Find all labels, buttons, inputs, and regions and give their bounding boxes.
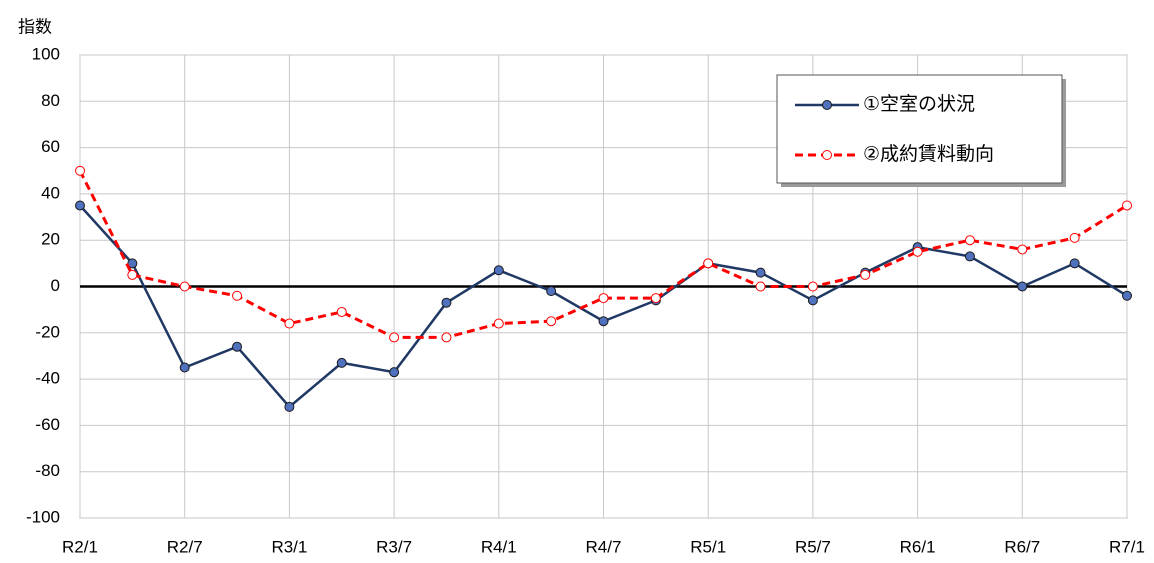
marker	[1069, 258, 1080, 269]
y-tick-label: 60	[41, 137, 60, 156]
y-tick-label: -40	[35, 369, 60, 388]
marker	[127, 269, 138, 280]
y-tick-label: -60	[35, 415, 60, 434]
marker	[179, 362, 190, 373]
y-tick-label: -100	[26, 507, 60, 526]
marker	[964, 251, 975, 262]
marker	[179, 281, 190, 292]
marker	[389, 332, 400, 343]
marker	[546, 286, 557, 297]
x-tick-label: R4/1	[481, 537, 517, 556]
marker	[755, 267, 766, 278]
x-tick-label: R7/1	[1109, 537, 1145, 556]
series-line	[78, 170, 1128, 339]
marker	[755, 281, 766, 292]
x-tick-label: R5/7	[795, 537, 831, 556]
x-tick-label: R2/7	[167, 537, 203, 556]
marker	[441, 332, 452, 343]
marker	[860, 269, 871, 280]
marker	[232, 341, 243, 352]
y-tick-label: 80	[41, 91, 60, 110]
marker	[546, 316, 557, 327]
legend-label: ②成約賃料動向	[863, 143, 994, 165]
x-tick-label: R4/7	[586, 537, 622, 556]
marker	[703, 258, 714, 269]
marker	[1122, 290, 1132, 301]
marker	[598, 293, 609, 304]
marker	[75, 200, 85, 211]
y-tick-label: 0	[51, 276, 60, 295]
marker	[336, 357, 347, 368]
marker	[336, 306, 347, 317]
marker	[598, 316, 609, 327]
x-tick-label: R5/1	[690, 537, 726, 556]
marker	[807, 295, 818, 306]
legend-label: ①空室の状況	[863, 93, 975, 115]
y-tick-label: 100	[32, 44, 60, 63]
marker	[912, 246, 923, 257]
x-tick-label: R2/1	[62, 537, 98, 556]
legend-marker	[822, 150, 832, 160]
marker	[1017, 281, 1028, 292]
y-tick-label: -20	[35, 322, 60, 341]
y-tick-label: -80	[35, 461, 60, 480]
marker	[650, 293, 661, 304]
marker	[964, 235, 975, 246]
y-tick-label: 20	[41, 230, 60, 249]
marker	[232, 290, 243, 301]
marker	[441, 297, 452, 308]
marker	[389, 367, 400, 378]
x-tick-label: R6/1	[900, 537, 936, 556]
marker	[493, 265, 504, 276]
legend	[776, 74, 1063, 184]
x-tick-label: R3/7	[376, 537, 412, 556]
marker	[493, 318, 504, 329]
marker	[1122, 200, 1132, 211]
marker	[1069, 232, 1080, 243]
marker	[75, 165, 85, 176]
marker	[284, 318, 295, 329]
x-tick-label: R3/1	[271, 537, 307, 556]
x-tick-label: R6/7	[1004, 537, 1040, 556]
marker	[1017, 244, 1028, 255]
marker	[284, 401, 295, 412]
legend-marker	[822, 100, 832, 110]
y-axis-label: 指数	[18, 17, 52, 36]
marker	[807, 281, 818, 292]
y-tick-label: 40	[41, 183, 60, 202]
